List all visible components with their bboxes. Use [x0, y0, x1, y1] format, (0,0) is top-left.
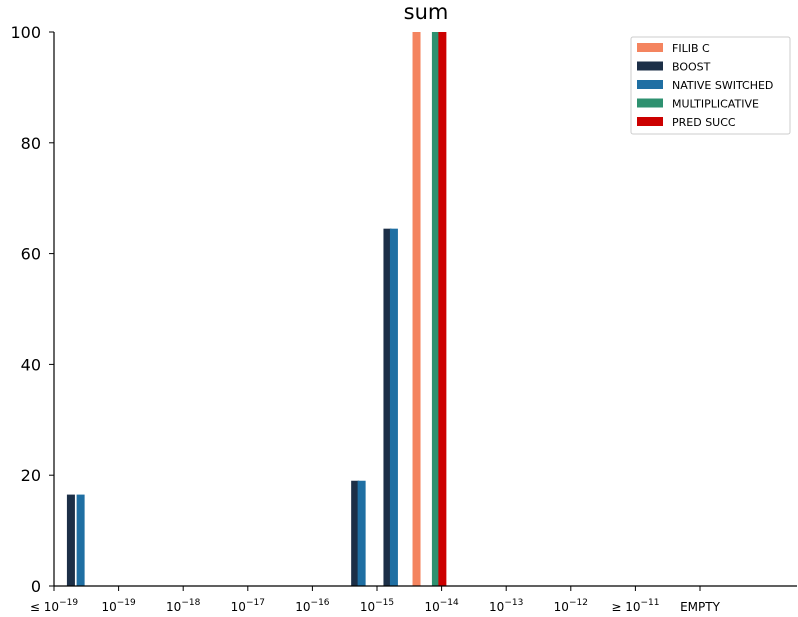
legend-label: PRED SUCC — [672, 116, 736, 129]
x-tick-label: 10−12 — [554, 598, 588, 614]
bar-boost — [351, 480, 360, 586]
bar-native-switched — [357, 480, 366, 586]
x-tick-label: ≤ 10−19 — [30, 598, 78, 614]
legend-swatch — [637, 80, 663, 89]
y-tick-label: 0 — [31, 577, 41, 596]
y-tick-label: 60 — [21, 245, 41, 264]
chart-title: sum — [404, 0, 449, 24]
bar-native-switched — [76, 494, 85, 586]
x-tick-label: 10−17 — [231, 598, 265, 614]
x-tick-label: EMPTY — [680, 600, 721, 614]
x-tick-label: 10−19 — [101, 598, 136, 614]
legend-swatch — [637, 117, 663, 126]
legend-label: MULTIPLICATIVE — [672, 98, 759, 111]
bar-pred-succ — [438, 32, 447, 586]
y-tick-label: 80 — [21, 134, 41, 153]
legend-swatch — [637, 43, 663, 52]
x-tick-label: ≥ 10−11 — [611, 598, 659, 614]
y-tick-label: 20 — [21, 466, 41, 485]
x-axis: ≤ 10−19 10−19 10−18 10−17 10−16 10−15 10−14 10−… — [30, 585, 797, 614]
x-tick-label: 10−18 — [166, 598, 201, 614]
legend-swatch — [637, 98, 663, 108]
bar-boost — [383, 228, 392, 587]
bars-layer — [66, 32, 447, 587]
x-tick-label: 10−15 — [360, 598, 394, 614]
legend-swatch — [637, 61, 663, 71]
legend-label: NATIVE SWITCHED — [672, 79, 773, 92]
y-axis: 0 20 40 60 80 100 — [10, 23, 55, 596]
x-tick-label: 10−13 — [489, 598, 523, 614]
bar-multiplicative — [431, 32, 440, 586]
x-tick-label: 10−16 — [295, 598, 330, 614]
legend-label: BOOST — [672, 61, 711, 74]
y-tick-label: 100 — [10, 23, 41, 42]
bar-boost — [66, 494, 75, 586]
legend-label: FILIB C — [672, 42, 710, 55]
bar-filib-c — [412, 32, 421, 586]
x-tick-label: 10−14 — [424, 598, 459, 614]
legend: FILIB C BOOST NATIVE SWITCHED MULTIPLICATIV… — [630, 36, 791, 135]
legend-frame — [630, 36, 791, 135]
y-tick-label: 40 — [21, 355, 41, 374]
bar-native-switched — [389, 228, 398, 587]
